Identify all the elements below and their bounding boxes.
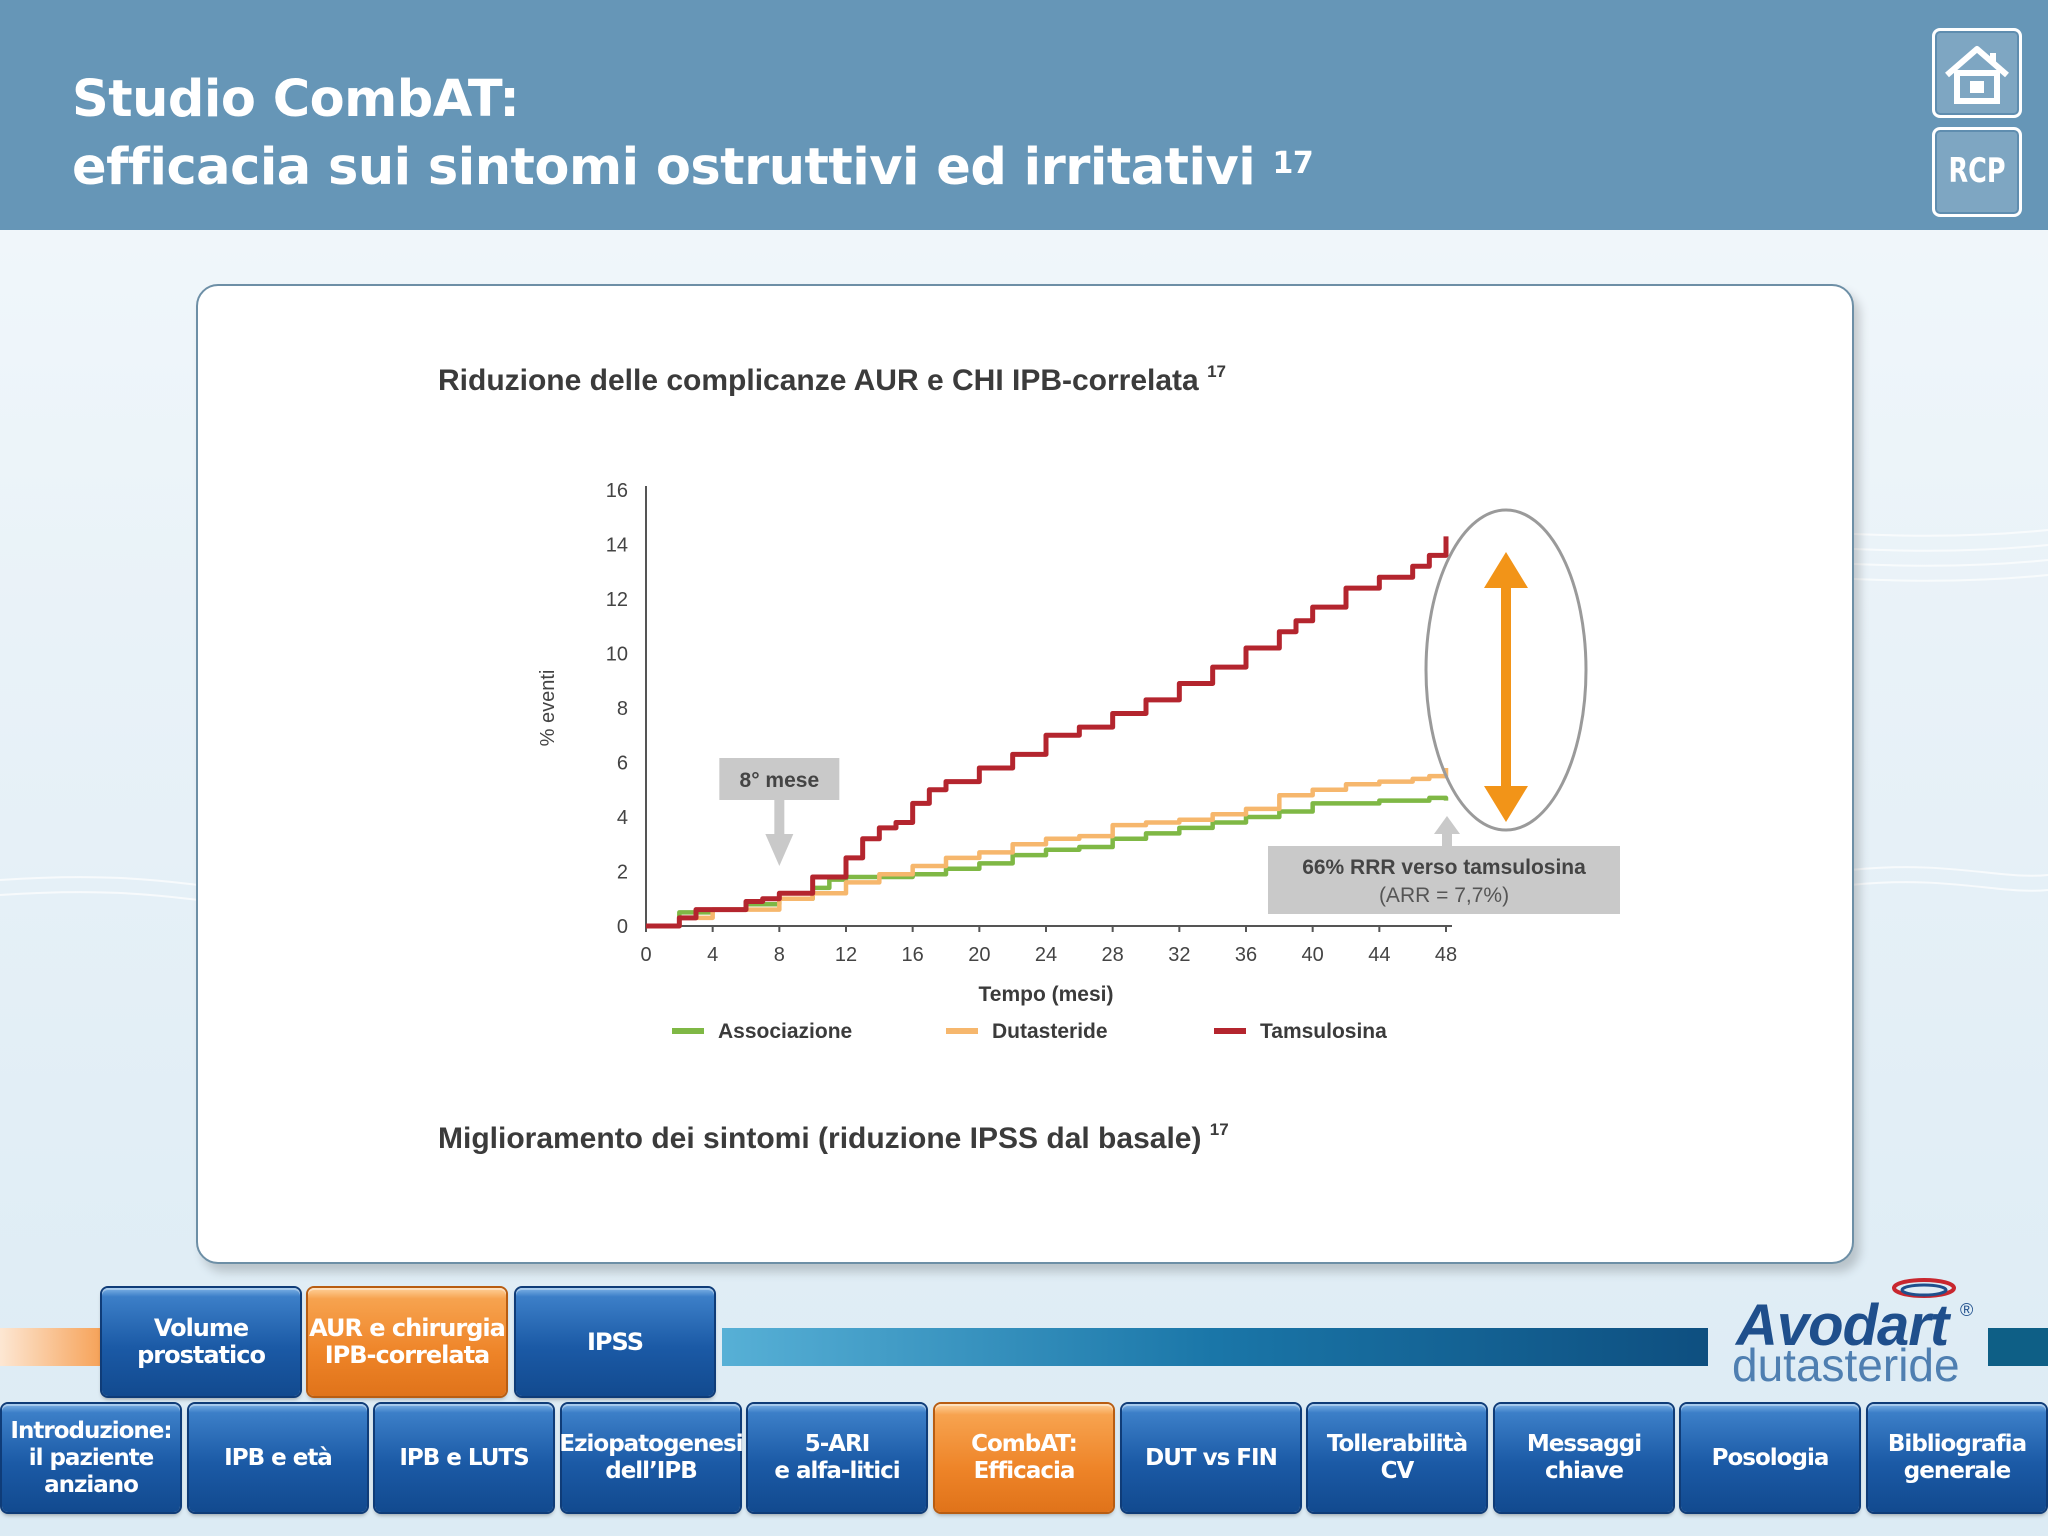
nav-tab-9[interactable]: Posologia bbox=[1681, 1404, 1859, 1512]
x-tick-label: 28 bbox=[1102, 944, 1124, 966]
section-title-ipss-ref: 17 bbox=[1209, 1120, 1229, 1139]
month-callout-arrow-head bbox=[765, 834, 794, 866]
x-tick-label: 0 bbox=[640, 944, 651, 966]
section-title-ipss: Miglioramento dei sintomi (riduzione IPS… bbox=[438, 1120, 1229, 1156]
x-tick-label: 20 bbox=[968, 944, 990, 966]
home-button[interactable] bbox=[1932, 28, 2022, 118]
y-tick-label: 16 bbox=[606, 480, 628, 502]
difference-arrow-shaft bbox=[1501, 588, 1511, 786]
difference-arrow-head-down bbox=[1484, 786, 1528, 822]
section-title-complications-ref: 17 bbox=[1207, 362, 1226, 381]
legend-label-tamsulosina: Tamsulosina bbox=[1260, 1020, 1387, 1043]
content-card: Riduzione delle complicanze AUR e CHI IP… bbox=[196, 284, 1854, 1264]
x-tick-label: 40 bbox=[1302, 944, 1324, 966]
rrr-callout-box bbox=[1268, 846, 1620, 914]
y-axis-label: % eventi bbox=[537, 670, 559, 747]
month-callout-arrow-shaft bbox=[774, 800, 785, 834]
y-tick-label: 12 bbox=[606, 589, 628, 611]
title-reference: 17 bbox=[1272, 146, 1314, 181]
x-tick-label: 4 bbox=[707, 944, 718, 966]
x-tick-label: 12 bbox=[835, 944, 857, 966]
rrr-callout-arrow-head bbox=[1434, 816, 1460, 834]
highlight-ellipse bbox=[1424, 508, 1588, 832]
nav-tab-8[interactable]: Messaggi chiave bbox=[1495, 1404, 1673, 1512]
x-axis-label: Tempo (mesi) bbox=[979, 983, 1114, 1006]
month-callout-label: 8° mese bbox=[740, 769, 820, 792]
title-line-1: Studio CombAT: bbox=[72, 70, 520, 129]
month-callout-box bbox=[719, 758, 840, 800]
nav-tab-7[interactable]: Tollerabilità CV bbox=[1308, 1404, 1486, 1512]
y-tick-label: 8 bbox=[617, 698, 628, 720]
far-right-accent-strip bbox=[1988, 1328, 2048, 1366]
y-tick-label: 4 bbox=[617, 807, 628, 829]
y-tick-label: 2 bbox=[617, 862, 628, 884]
nav-tab-1[interactable]: IPB e età bbox=[189, 1404, 367, 1512]
right-accent-strip bbox=[722, 1328, 1708, 1366]
left-accent-strip bbox=[0, 1328, 100, 1366]
page-title: Studio CombAT: efficacia sui sintomi ost… bbox=[72, 66, 1314, 202]
x-tick-label: 32 bbox=[1168, 944, 1190, 966]
y-tick-label: 14 bbox=[606, 535, 628, 557]
nav-tab-5[interactable]: CombAT: Efficacia bbox=[935, 1404, 1113, 1512]
x-tick-label: 24 bbox=[1035, 944, 1057, 966]
logo-subtitle-text: dutasteride bbox=[1732, 1339, 1960, 1391]
x-tick-label: 16 bbox=[902, 944, 924, 966]
nav-tab-3[interactable]: Eziopatogenesi dell’IPB bbox=[559, 1404, 744, 1512]
legend-label-associazione: Associazione bbox=[718, 1020, 852, 1043]
nav-tab-0[interactable]: Introduzione: il paziente anziano bbox=[2, 1404, 180, 1512]
rcp-button[interactable]: RCP bbox=[1932, 127, 2022, 217]
header-bar: Studio CombAT: efficacia sui sintomi ost… bbox=[0, 0, 2048, 230]
avodart-logo: Avodart ® dutasteride bbox=[1728, 1272, 1978, 1392]
nav-tab-6[interactable]: DUT vs FIN bbox=[1122, 1404, 1300, 1512]
subnav-tab-0[interactable]: Volume prostatico bbox=[102, 1288, 300, 1396]
rrr-callout-label: 66% RRR verso tamsulosina bbox=[1302, 856, 1586, 879]
y-tick-label: 10 bbox=[606, 644, 628, 666]
section-title-complications: Riduzione delle complicanze AUR e CHI IP… bbox=[438, 362, 1226, 398]
nav-tab-4[interactable]: 5-ARI e alfa-litici bbox=[748, 1404, 926, 1512]
series-line-tamsulosina bbox=[646, 536, 1449, 929]
x-tick-label: 48 bbox=[1435, 944, 1457, 966]
title-line-2: efficacia sui sintomi ostruttivi ed irri… bbox=[72, 138, 1256, 197]
nav-tab-10[interactable]: Bibliografia generale bbox=[1868, 1404, 2046, 1512]
series-line-dutasteride bbox=[646, 767, 1449, 929]
nav-tab-2[interactable]: IPB e LUTS bbox=[375, 1404, 553, 1512]
section-title-ipss-text: Miglioramento dei sintomi (riduzione IPS… bbox=[438, 1122, 1202, 1155]
x-tick-label: 44 bbox=[1368, 944, 1390, 966]
y-tick-label: 6 bbox=[617, 753, 628, 775]
home-icon bbox=[1945, 46, 2009, 104]
subnav-tab-2[interactable]: IPSS bbox=[516, 1288, 714, 1396]
arr-callout-label: (ARR = 7,7%) bbox=[1379, 884, 1509, 907]
y-tick-label: 0 bbox=[617, 916, 628, 938]
section-title-complications-text: Riduzione delle complicanze AUR e CHI IP… bbox=[438, 364, 1199, 397]
x-tick-label: 8 bbox=[774, 944, 785, 966]
logo-registered-mark: ® bbox=[1960, 1300, 1974, 1320]
subnav-tab-1[interactable]: AUR e chirurgia IPB-correlata bbox=[308, 1288, 506, 1396]
legend-label-dutasteride: Dutasteride bbox=[992, 1020, 1108, 1043]
x-tick-label: 36 bbox=[1235, 944, 1257, 966]
logo-brand-text: Avodart bbox=[1736, 1293, 1949, 1358]
difference-arrow-head-up bbox=[1484, 552, 1528, 588]
rcp-label: RCP bbox=[1948, 151, 2006, 191]
logo-swoosh-icon bbox=[1892, 1278, 1956, 1298]
